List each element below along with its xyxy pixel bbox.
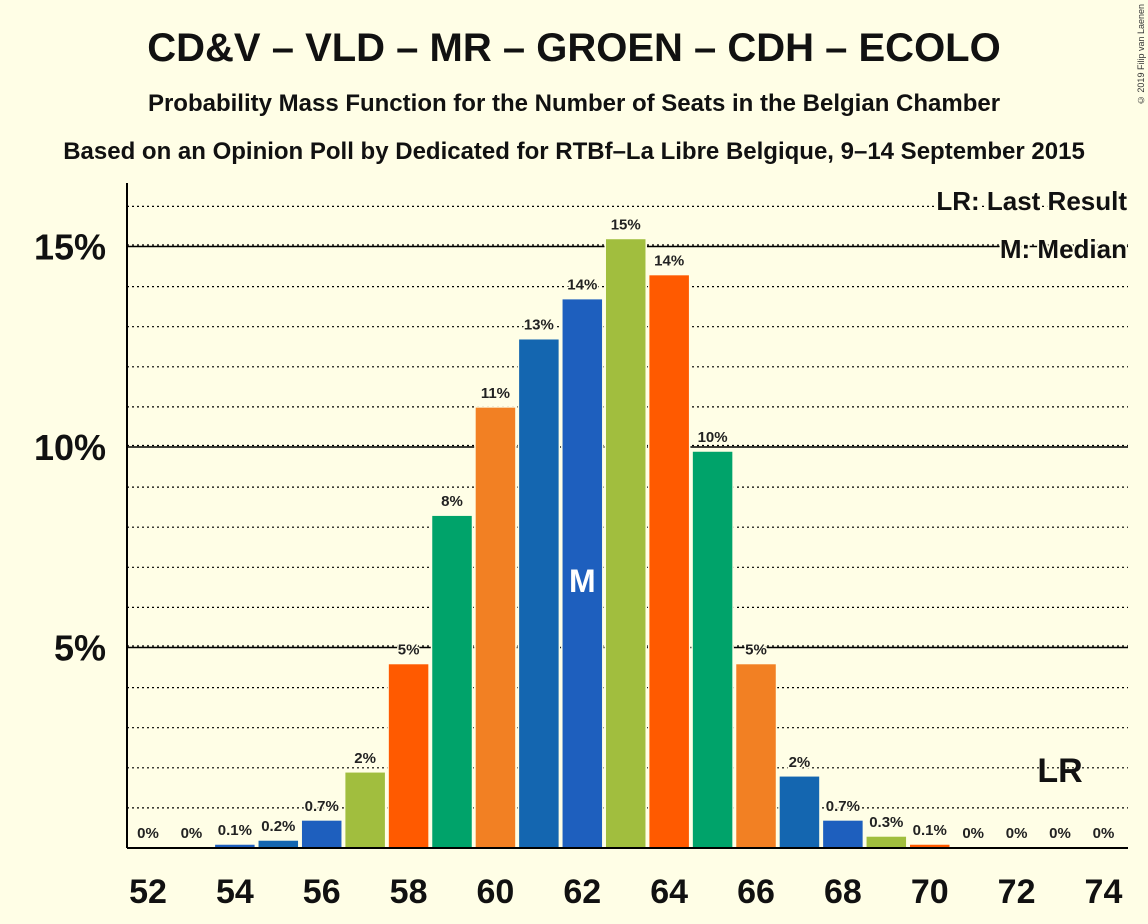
chart-subtitle: Probability Mass Function for the Number… [147, 90, 1001, 117]
data-label: 0.3% [869, 814, 903, 831]
bar [517, 337, 561, 849]
data-label: 5% [745, 642, 767, 659]
bar [387, 662, 430, 849]
chart-title: CD&V – VLD – MR – GROEN – CDH – ECOLO [147, 26, 1001, 70]
data-label: 0.1% [218, 822, 252, 839]
data-label: 8% [441, 493, 463, 510]
bar [430, 514, 474, 849]
x-tick-label: 62 [563, 873, 601, 911]
chart-source-line: Based on an Opinion Poll by Dedicated fo… [63, 138, 1085, 165]
data-label: 0% [1093, 825, 1115, 842]
x-tick-label: 54 [216, 873, 254, 911]
y-tick-label: 10% [34, 427, 106, 468]
data-label: 0.7% [305, 798, 339, 815]
bar [865, 835, 908, 849]
bar [647, 273, 691, 849]
bar [561, 297, 604, 849]
data-label: 0% [1006, 825, 1028, 842]
data-label: 0.1% [913, 822, 947, 839]
bar [257, 839, 300, 849]
bar [343, 771, 387, 849]
y-tick-label: 15% [34, 227, 106, 268]
data-label: 13% [524, 317, 554, 334]
x-tick-label: 64 [650, 873, 688, 911]
legend-last-result: LR: Last Result [936, 186, 1127, 216]
x-tick-label: 74 [1085, 873, 1123, 911]
y-tick-label: 5% [54, 628, 106, 669]
legend-median: M: Median [1000, 234, 1127, 264]
data-label: 0% [181, 825, 203, 842]
bar [821, 819, 865, 849]
data-label: 14% [654, 253, 684, 270]
bar [300, 819, 343, 849]
x-tick-label: 72 [998, 873, 1036, 911]
data-label: 14% [567, 277, 597, 294]
bar [778, 775, 821, 849]
x-tick-label: 56 [303, 873, 341, 911]
bar [691, 450, 734, 849]
x-tick-label: 58 [390, 873, 428, 911]
last-result-marker: LR [1037, 752, 1082, 790]
x-tick-label: 68 [824, 873, 862, 911]
data-label: 0% [1049, 825, 1071, 842]
bar [734, 662, 778, 849]
data-label: 2% [789, 754, 811, 771]
data-label: 2% [354, 750, 376, 767]
x-tick-label: 52 [129, 873, 167, 911]
data-label: 10% [698, 429, 728, 446]
x-tick-label: 70 [911, 873, 949, 911]
data-label: 0% [962, 825, 984, 842]
x-tick-label: 66 [737, 873, 775, 911]
x-tick-label: 60 [477, 873, 515, 911]
data-label: 11% [481, 385, 510, 402]
bar [474, 406, 517, 849]
data-label: 0% [137, 825, 159, 842]
data-label: 0.7% [826, 798, 860, 815]
median-marker: M [569, 563, 596, 599]
data-label: 0.2% [261, 818, 295, 835]
bar [604, 237, 647, 849]
data-label: 5% [398, 642, 420, 659]
data-label: 15% [611, 216, 641, 233]
